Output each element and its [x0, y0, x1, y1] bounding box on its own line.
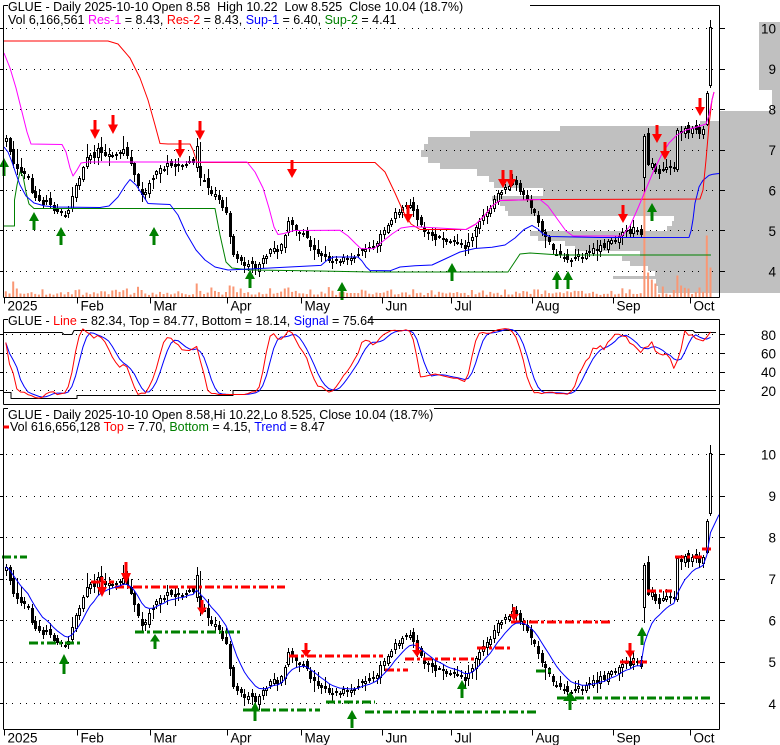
svg-text:6: 6	[768, 614, 776, 629]
svg-text:Vol 616,656,128 Top = 7.70, Bo: Vol 616,656,128 Top = 7.70, Bottom = 4.1…	[10, 420, 325, 434]
svg-text:Apr: Apr	[231, 731, 253, 745]
svg-text:GLUE - Line = 82.34, Top = 84.: GLUE - Line = 82.34, Top = 84.77, Bottom…	[8, 314, 374, 328]
svg-text:20: 20	[761, 384, 776, 399]
svg-text:5: 5	[768, 655, 776, 670]
svg-text:Aug: Aug	[536, 299, 560, 314]
svg-text:Aug: Aug	[536, 731, 560, 745]
svg-text:Jun: Jun	[386, 299, 408, 314]
svg-text:Feb: Feb	[81, 731, 104, 745]
svg-text:5: 5	[768, 224, 776, 239]
svg-text:Feb: Feb	[81, 299, 104, 314]
svg-text:8: 8	[768, 531, 776, 546]
svg-text:Vol 6,166,561 Res-1 = 8.43, Re: Vol 6,166,561 Res-1 = 8.43, Res-2 = 8.43…	[8, 13, 397, 27]
svg-text:9: 9	[768, 489, 776, 504]
svg-text:2025: 2025	[8, 299, 38, 314]
svg-text:60: 60	[761, 347, 776, 362]
svg-text:40: 40	[761, 365, 776, 380]
svg-text:May: May	[305, 299, 331, 314]
svg-text:Sep: Sep	[617, 731, 641, 745]
svg-text:8: 8	[768, 103, 776, 118]
svg-text:4: 4	[768, 264, 776, 279]
svg-text:6: 6	[768, 184, 776, 199]
svg-text:Jul: Jul	[455, 731, 472, 745]
svg-text:Apr: Apr	[231, 299, 253, 314]
svg-text:80: 80	[761, 328, 776, 343]
svg-text:May: May	[305, 731, 331, 745]
svg-text:Mar: Mar	[154, 299, 178, 314]
svg-text:Jul: Jul	[455, 299, 472, 314]
svg-text:Oct: Oct	[694, 731, 715, 745]
svg-text:9: 9	[768, 62, 776, 77]
svg-text:Mar: Mar	[154, 731, 178, 745]
svg-text:GLUE - Daily 2025-10-10 Open 8: GLUE - Daily 2025-10-10 Open 8.58,Hi 10.…	[8, 408, 433, 422]
svg-text:Jun: Jun	[386, 731, 408, 745]
svg-text:10: 10	[761, 448, 776, 463]
svg-text:4: 4	[768, 697, 776, 712]
svg-text:2025: 2025	[8, 731, 38, 745]
svg-text:7: 7	[768, 572, 776, 587]
svg-text:Oct: Oct	[694, 299, 715, 314]
svg-text:10: 10	[761, 22, 776, 37]
svg-text:7: 7	[768, 143, 776, 158]
svg-text:GLUE - Daily 2025-10-10 Open 8: GLUE - Daily 2025-10-10 Open 8.58 High 1…	[8, 0, 463, 14]
svg-text:Sep: Sep	[617, 299, 641, 314]
